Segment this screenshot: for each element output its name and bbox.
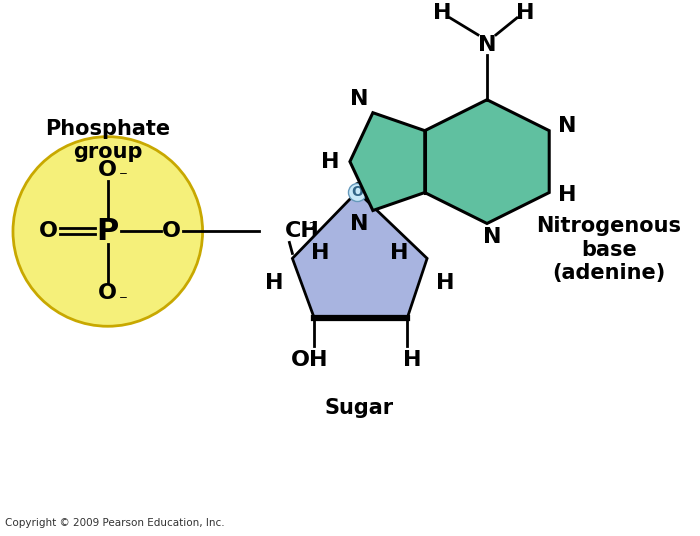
Text: O: O bbox=[98, 284, 118, 303]
Text: H: H bbox=[390, 243, 408, 263]
Text: N: N bbox=[558, 116, 576, 136]
Text: $^{-}$: $^{-}$ bbox=[118, 294, 127, 309]
Text: H: H bbox=[433, 3, 452, 23]
Text: H: H bbox=[265, 273, 284, 293]
Text: H: H bbox=[403, 350, 421, 370]
Text: N: N bbox=[350, 89, 368, 109]
Text: N: N bbox=[350, 214, 368, 234]
Text: O: O bbox=[98, 160, 118, 180]
Text: H: H bbox=[516, 3, 534, 23]
Polygon shape bbox=[425, 100, 550, 224]
Text: $_2$: $_2$ bbox=[309, 218, 316, 233]
Text: H: H bbox=[558, 184, 576, 205]
Text: N: N bbox=[483, 227, 501, 248]
Text: $^{-}$: $^{-}$ bbox=[118, 170, 127, 185]
Text: P: P bbox=[97, 217, 119, 246]
Text: Copyright © 2009 Pearson Education, Inc.: Copyright © 2009 Pearson Education, Inc. bbox=[5, 518, 225, 528]
Text: H: H bbox=[311, 243, 330, 263]
Text: Nitrogenous
base
(adenine): Nitrogenous base (adenine) bbox=[536, 217, 681, 283]
Text: CH: CH bbox=[284, 221, 319, 241]
Text: O: O bbox=[351, 184, 363, 198]
Text: Phosphate
group: Phosphate group bbox=[46, 118, 170, 162]
Text: O: O bbox=[162, 221, 181, 241]
Text: O: O bbox=[38, 221, 57, 241]
Circle shape bbox=[13, 137, 202, 326]
Polygon shape bbox=[293, 191, 427, 318]
Polygon shape bbox=[350, 113, 425, 211]
Text: H: H bbox=[321, 152, 340, 172]
Text: Sugar: Sugar bbox=[325, 398, 394, 418]
Text: OH: OH bbox=[290, 350, 328, 370]
Text: N: N bbox=[477, 35, 496, 55]
Text: H: H bbox=[436, 273, 454, 293]
